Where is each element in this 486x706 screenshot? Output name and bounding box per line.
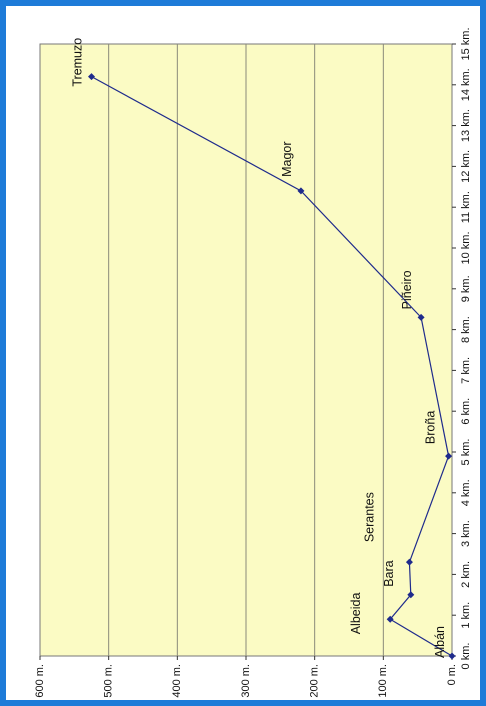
distance-tick-label: 11 km. [460, 191, 472, 223]
place-label: Broña [424, 411, 438, 444]
distance-tick-label: 1 km. [460, 602, 472, 629]
distance-tick-label: 4 km. [460, 479, 472, 506]
elevation-tick-label: 600 m. [34, 664, 46, 698]
distance-tick-label: 15 km. [460, 27, 472, 60]
elevation-tick-label: 200 m. [309, 664, 321, 698]
place-label: Albeida [349, 593, 363, 635]
distance-tick-label: 10 km. [460, 231, 472, 264]
distance-tick-label: 7 km. [460, 357, 472, 384]
place-label: Magor [280, 141, 294, 176]
elevation-tick-label: 500 m. [103, 664, 115, 698]
elevation-tick-label: 300 m. [240, 664, 252, 698]
data-point-marker [297, 187, 305, 195]
distance-tick-label: 3 km. [460, 520, 472, 547]
gridlines [108, 44, 384, 656]
distance-tick-label: 6 km. [460, 398, 472, 425]
distance-tick-label: 5 km. [460, 439, 472, 466]
distance-tick-label: 14 km. [460, 68, 472, 101]
elevation-tick-label: 400 m. [171, 664, 183, 698]
distance-tick-label: 2 km. [460, 561, 472, 588]
data-point-marker [448, 652, 456, 660]
elevation-ticks: 0 m. 100 m. 200 m. 300 m. 400 m. 500 m. 600 m. [34, 656, 458, 698]
chart-frame: 0 km. 1 km. 2 km. 3 km. 4 km. 5 km. 6 km. 7 km.… [6, 6, 480, 700]
elevation-line [91, 76, 453, 657]
elevation-tick-label: 0 m. [446, 664, 458, 685]
distance-tick-label: 8 km. [460, 316, 472, 343]
place-labels: Albán Albeida Bara Serantes Broña Piñeiro Mago… [71, 38, 448, 658]
data-points [88, 73, 456, 660]
place-label: Piñeiro [400, 270, 414, 309]
data-point-marker [417, 313, 425, 321]
place-label: Tremuzo [71, 38, 85, 87]
place-label: Albán [433, 626, 447, 658]
distance-tick-label: 9 km. [460, 275, 472, 302]
data-point-marker [405, 558, 413, 566]
place-label: Serantes [362, 492, 376, 542]
distance-tick-label: 12 km. [460, 150, 472, 183]
data-point-marker [88, 73, 95, 81]
distance-tick-label: 0 km. [460, 643, 472, 670]
distance-ticks: 0 km. 1 km. 2 km. 3 km. 4 km. 5 km. 6 km. 7 km.… [452, 27, 472, 669]
elevation-tick-label: 100 m. [377, 664, 389, 698]
distance-tick-label: 13 km. [460, 109, 472, 142]
elevation-profile-chart: 0 km. 1 km. 2 km. 3 km. 4 km. 5 km. 6 km. 7 km.… [34, 27, 472, 698]
place-label: Bara [382, 560, 396, 586]
data-point-marker [386, 615, 394, 623]
data-point-marker [445, 452, 453, 460]
data-point-marker [407, 591, 415, 599]
